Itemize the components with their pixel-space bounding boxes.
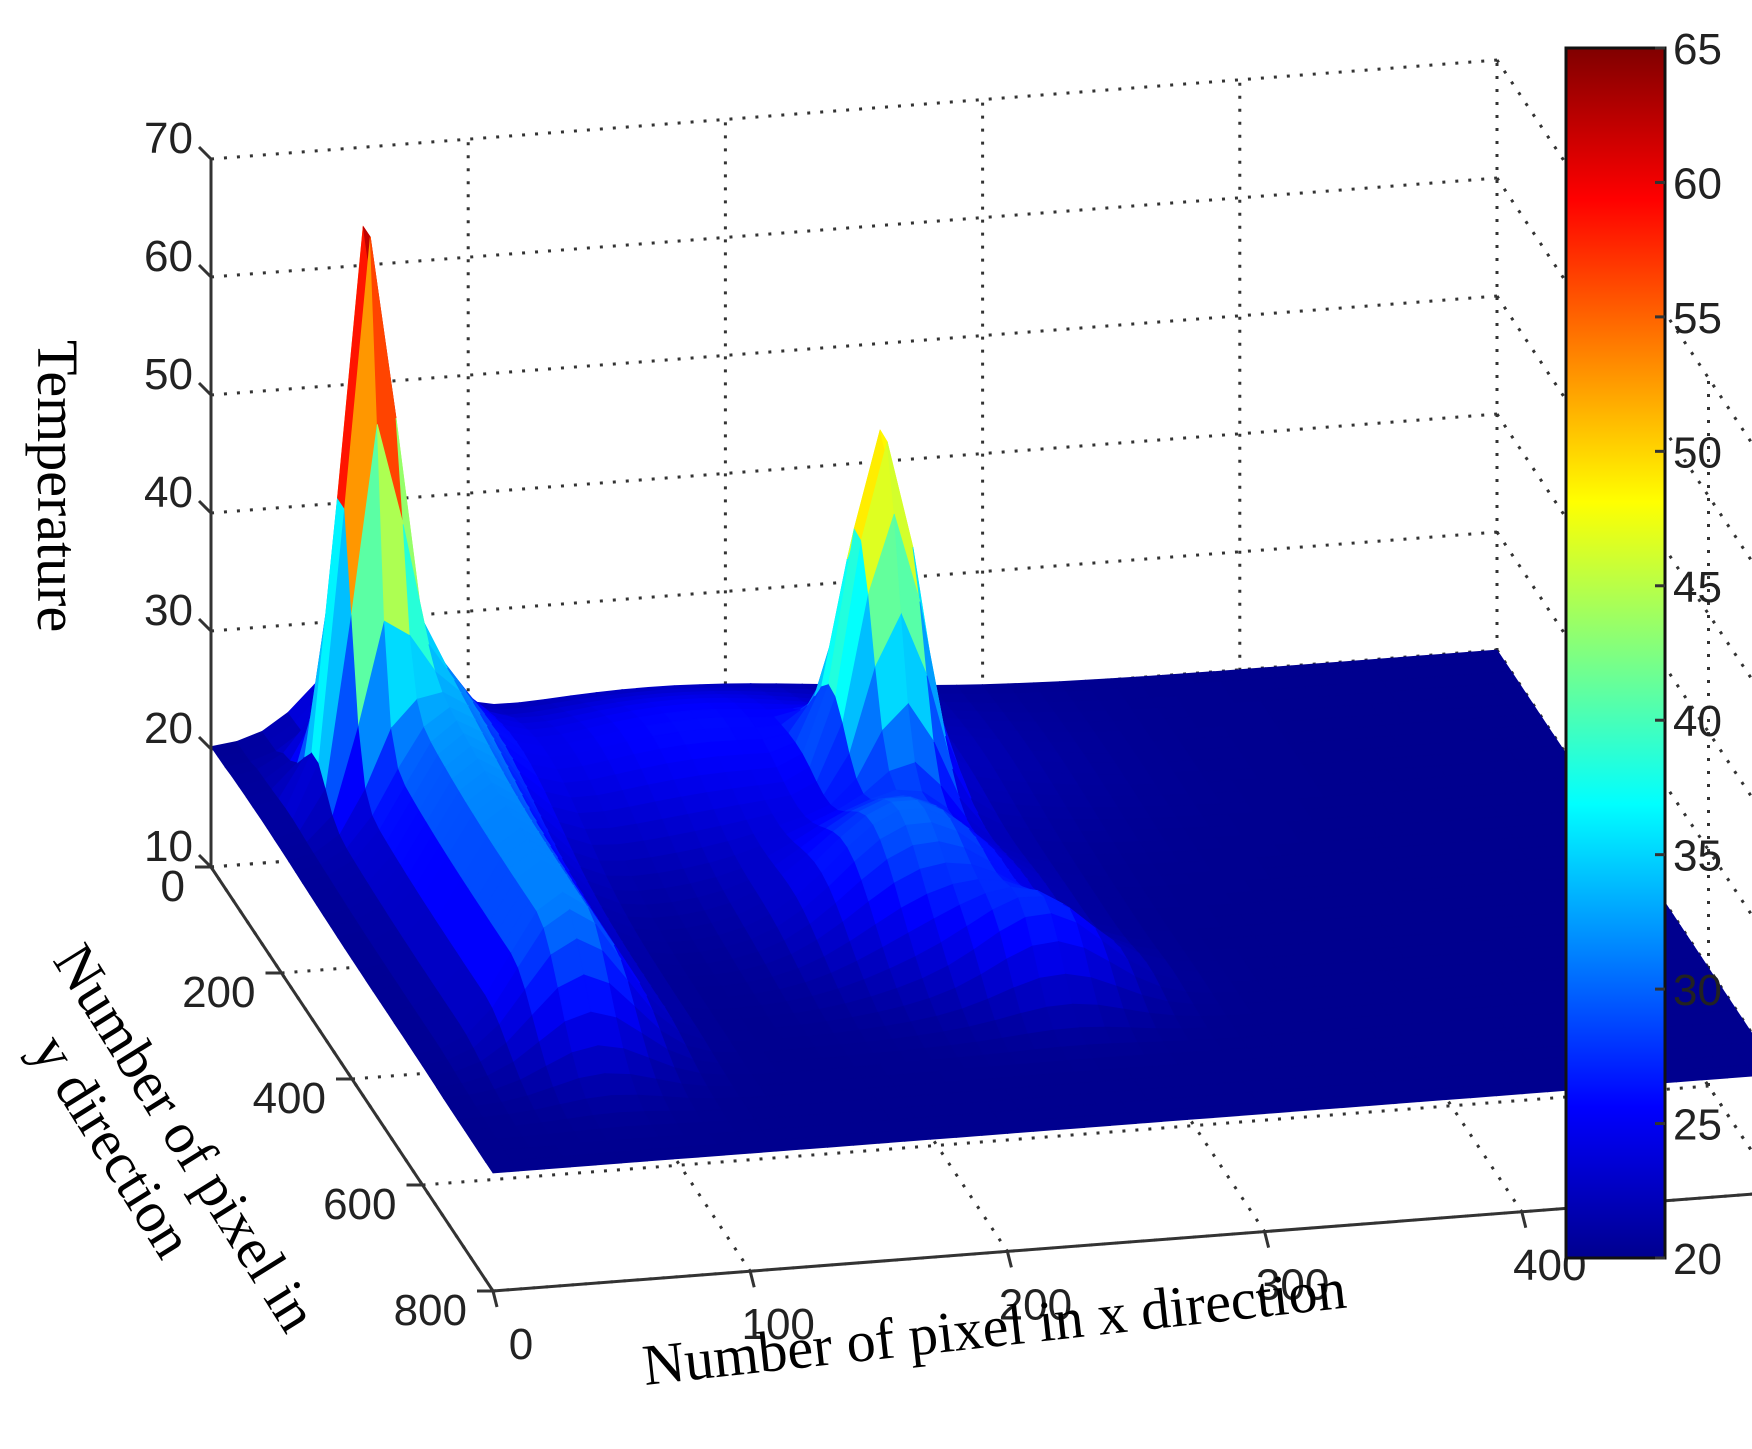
colorbar-bar [1564,46,1667,1260]
grid-line-back-z [210,176,1498,279]
z-tick-mark [197,145,213,161]
colorbar-tick-label: 55 [1673,294,1722,343]
x-axis-title: Number of pixel in x direction [639,1256,1349,1398]
surface-cell [1745,1064,1752,1075]
z-tick-label: 10 [144,822,193,871]
z-tick-mark [197,735,213,751]
z-tick-label: 20 [144,704,193,753]
y-tick-label: 600 [323,1180,396,1229]
surface-mesh [210,225,1752,1174]
y-tick-label: 400 [253,1074,326,1123]
z-tick-mark [197,853,213,869]
z-tick-label: 60 [144,232,193,281]
colorbar-tick-label: 45 [1673,563,1722,612]
x-tick-mark [1263,1231,1271,1248]
surface-cell [1724,1031,1752,1045]
colorbar-tick-label: 60 [1673,159,1722,208]
y-tick-label: 800 [394,1286,467,1335]
surface-cell [1731,1042,1752,1056]
z-tick-label: 50 [144,350,193,399]
y-tick-label: 0 [161,862,185,911]
grid-line-back-z [210,294,1498,397]
colorbar-tick-label: 20 [1673,1235,1722,1284]
z-tick-mark [197,381,213,397]
z-axis-title: Temperature [25,340,90,632]
x-tick-mark [491,1290,499,1308]
z-tick-mark [197,263,213,279]
colorbar-tick-label: 40 [1673,697,1722,746]
z-tick-label: 70 [144,114,193,163]
colorbar-ticks: 20 25 30 35 40 45 50 55 60 65 [1655,25,1722,1284]
z-tick-mark [197,617,213,633]
x-tick-label: 100 [741,1300,814,1349]
colorbar-tick-label: 25 [1673,1101,1722,1150]
y-tick-label: 200 [182,968,255,1017]
surface-cell [1738,1053,1752,1066]
x-tick-mark [748,1270,756,1288]
colorbar-tick-label: 65 [1673,25,1722,74]
surface-cell [1719,1064,1752,1079]
grid-line-back-z [210,58,1498,161]
colorbar-tick-label: 35 [1673,832,1722,881]
x-tick-mark [1520,1211,1528,1229]
z-tick-label: 30 [144,586,193,635]
z-tick-mark [197,499,213,515]
x-tick-label: 200 [999,1280,1072,1329]
x-tick-label: 300 [1256,1261,1329,1310]
x-tick-mark [1005,1251,1013,1268]
colorbar-tick-label: 30 [1673,966,1722,1015]
colorbar-tick-label: 50 [1673,428,1722,477]
colorbar: 20 25 30 35 40 45 50 55 60 65 [1564,25,1722,1284]
z-tick-label: 40 [144,468,193,517]
x-tick-label: 0 [509,1320,533,1369]
